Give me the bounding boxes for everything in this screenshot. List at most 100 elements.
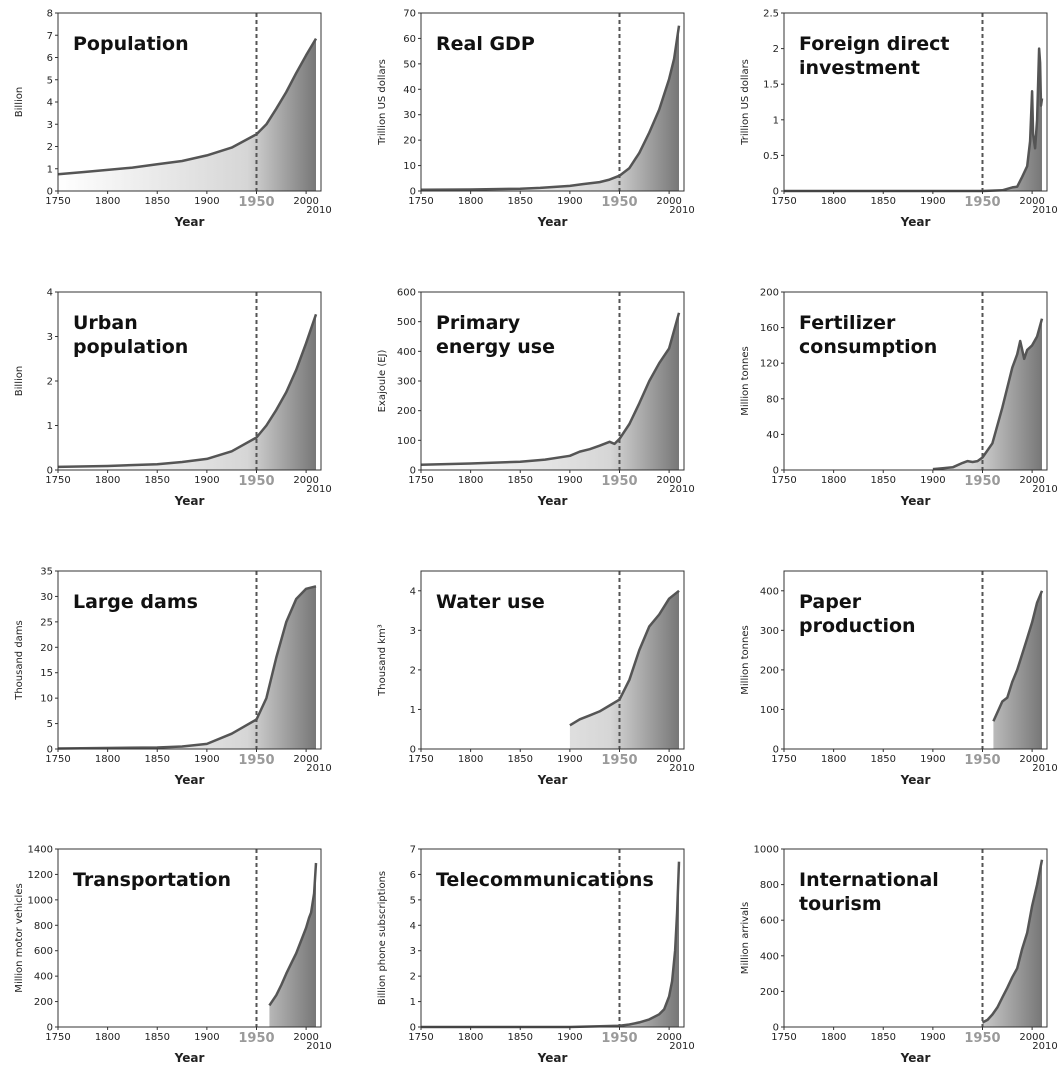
x-tick-label: 1850 (145, 754, 170, 765)
y-tick-label: 3 (47, 332, 53, 343)
panel-title: Large dams (73, 591, 198, 613)
y-tick-label: 0 (47, 745, 53, 756)
x-tick-label: 1900 (194, 754, 219, 765)
panel-fertilizer-consumption: 0 40 80 120 160 200 1750 1800 1850 1900 1950 200020… (740, 288, 1058, 509)
plot-frame (420, 848, 685, 1028)
series-line (784, 47, 1044, 193)
y-axis-label: Billion (14, 87, 25, 117)
panel-paper-production: 0 100 200 300 400 1750 1800 1850 1900 1950 2000201… (740, 570, 1058, 787)
y-tick-label: 400 (760, 951, 779, 962)
y-tick-label: 0 (410, 745, 416, 756)
x-tick-label: 1800 (458, 475, 483, 486)
x-tick-label: 1750 (771, 196, 796, 207)
y-tick-label: 120 (760, 359, 779, 370)
x-tick-label-1950: 1950 (964, 195, 1000, 210)
y-tick-label: 40 (403, 85, 416, 96)
panel-title: investment (799, 57, 920, 79)
x-tick-label: 1850 (145, 1032, 170, 1043)
x-tick-label: 2010 (306, 484, 331, 495)
x-tick-label: 2000 (656, 196, 681, 207)
area-fill (269, 863, 316, 1027)
y-axis-label: Million motor vehicles (14, 883, 25, 992)
series-line (57, 37, 318, 176)
y-tick-label: 600 (760, 916, 779, 927)
x-tick-label: 2010 (669, 763, 694, 774)
x-tick-label: 1900 (920, 754, 945, 765)
y-tick-label: 1 (410, 705, 416, 716)
panel-title: Telecommunications (436, 869, 654, 891)
y-tick-label: 300 (760, 626, 779, 637)
x-tick-label: 2000 (656, 754, 681, 765)
area-fill (58, 314, 316, 470)
plot-frame (420, 570, 685, 750)
x-tick-label: 1750 (408, 196, 433, 207)
y-tick-label: 5 (47, 719, 53, 730)
x-tick-label: 2010 (1032, 763, 1057, 774)
x-axis-label: Year (537, 494, 568, 508)
x-axis-label: Year (537, 215, 568, 229)
x-tick-label: 1850 (871, 1032, 896, 1043)
y-tick-label: 0 (773, 745, 779, 756)
y-tick-label: 0.5 (763, 151, 779, 162)
x-tick-label: 1750 (45, 196, 70, 207)
area-fill (569, 590, 679, 749)
x-tick-label: 2000 (1019, 754, 1044, 765)
x-tick-label: 2010 (306, 205, 331, 216)
x-tick-label: 1800 (821, 475, 846, 486)
y-tick-label: 1200 (28, 870, 53, 881)
area-fill (421, 25, 679, 192)
y-tick-label: 600 (397, 288, 416, 299)
x-axis-label: Year (537, 773, 568, 787)
x-tick-label: 1800 (95, 196, 120, 207)
x-tick-label-1950: 1950 (601, 195, 637, 210)
x-axis-label: Year (900, 494, 931, 508)
y-tick-label: 2 (410, 665, 416, 676)
plot-frame (420, 12, 685, 192)
y-axis-label: Million tonnes (740, 346, 751, 415)
x-tick-label: 1900 (557, 475, 582, 486)
area-fill (932, 318, 1042, 470)
y-tick-label: 3 (410, 626, 416, 637)
panel-title: production (799, 615, 916, 637)
area-fill (421, 312, 679, 470)
panel-large-dams: 0 5 10 15 20 25 30 35 1750 1800 1850 1900 1950 200020… (14, 567, 332, 788)
x-tick-label: 1900 (920, 196, 945, 207)
panel-title: Primary (436, 312, 521, 334)
x-tick-label: 1800 (821, 754, 846, 765)
y-tick-label: 200 (397, 406, 416, 417)
x-tick-label: 2000 (1019, 196, 1044, 207)
x-tick-label: 2010 (669, 1041, 694, 1052)
x-tick-label: 2000 (1019, 475, 1044, 486)
x-tick-label-1950: 1950 (238, 474, 274, 489)
panel-title: Population (73, 33, 189, 55)
x-tick-label: 1900 (920, 1032, 945, 1043)
y-tick-label: 2 (47, 377, 53, 388)
x-tick-label: 1850 (871, 754, 896, 765)
plot-frame (783, 291, 1048, 471)
y-axis-label: Thousand dams (14, 620, 25, 701)
x-tick-label: 2010 (1032, 205, 1057, 216)
x-tick-label: 2000 (293, 754, 318, 765)
panel-title: International (799, 869, 939, 891)
series-line (932, 318, 1044, 471)
y-tick-label: 0 (773, 1023, 779, 1034)
y-tick-label: 7 (410, 845, 416, 856)
y-tick-label: 40 (766, 430, 779, 441)
y-tick-label: 15 (40, 668, 53, 679)
series-line (57, 585, 317, 750)
x-tick-label-1950: 1950 (601, 474, 637, 489)
y-tick-label: 800 (34, 921, 53, 932)
y-axis-label: Thousand km³ (377, 624, 388, 697)
x-tick-label: 2000 (293, 196, 318, 207)
x-tick-label: 2010 (306, 763, 331, 774)
y-tick-label: 100 (760, 705, 779, 716)
y-tick-label: 0 (47, 1023, 53, 1034)
y-tick-label: 2 (410, 972, 416, 983)
series-line (992, 590, 1044, 722)
y-tick-label: 1 (773, 115, 779, 126)
y-tick-label: 25 (40, 617, 53, 628)
y-tick-label: 1.5 (763, 80, 779, 91)
x-tick-label: 1850 (145, 196, 170, 207)
x-tick-label: 2010 (1032, 1041, 1057, 1052)
